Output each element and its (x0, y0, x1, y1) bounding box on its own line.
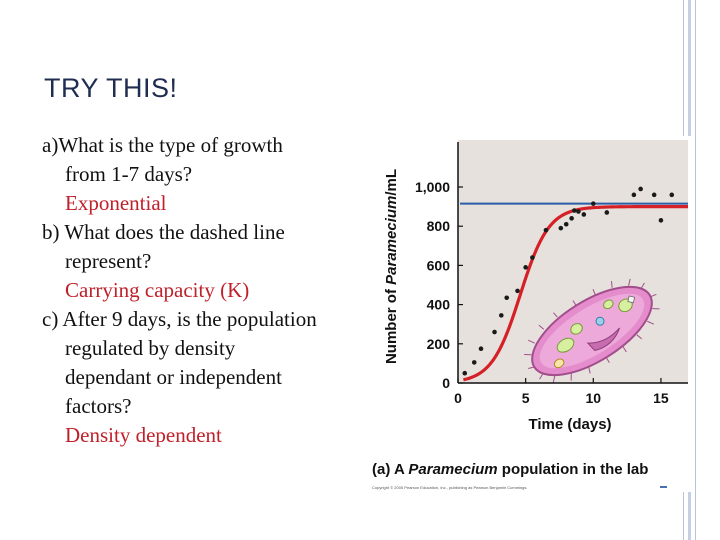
data-point (558, 225, 564, 231)
caption-prefix: (a) A (372, 461, 409, 478)
question-a-line-2: from 1-7 days? (65, 162, 193, 186)
data-point (658, 218, 664, 223)
question-c-line-3: dependant or independent (65, 365, 282, 389)
y-axis-label-italic: Paramecium (383, 196, 400, 285)
slide-border-line-3 (695, 0, 696, 540)
question-c-line-1: c) After 9 days, is the population (42, 307, 317, 331)
data-point (590, 201, 596, 206)
data-point (515, 288, 520, 294)
data-point (492, 329, 497, 335)
data-point (498, 313, 504, 318)
x-tick-label: 5 (522, 390, 530, 406)
population-growth-chart: 0 200 400 600 800 1,000 0 5 10 15 Time (days) Numbe… (383, 140, 688, 433)
x-axis-label: Time (days) (528, 416, 611, 433)
data-point (631, 192, 637, 198)
question-c-line-2: regulated by density (65, 336, 236, 360)
x-tick-label: 15 (653, 390, 669, 406)
data-point (651, 192, 657, 198)
answer-c: Density dependent (65, 423, 222, 447)
data-point (581, 212, 587, 217)
figure-caption: (a) A Paramecium population in the lab (372, 461, 648, 478)
population-figure: 0 200 400 600 800 1,000 0 5 10 15 Time (days) Numbe… (370, 136, 692, 492)
data-point (471, 360, 477, 365)
data-point (604, 210, 610, 215)
y-tick-label: 600 (427, 257, 451, 273)
question-c: c) After 9 days, is the population regul… (42, 305, 372, 450)
y-tick-label: 1,000 (415, 179, 450, 195)
data-point (572, 208, 577, 213)
data-point (569, 216, 574, 221)
data-point (523, 265, 528, 270)
question-b-line-1: b) What does the dashed line (42, 220, 285, 244)
slide-title: TRY THIS! (44, 73, 178, 103)
answer-b: Carrying capacity (K) (65, 278, 250, 302)
question-a-line-1: a)What is the type of growth (42, 133, 283, 157)
data-point (478, 346, 484, 351)
x-tick-label: 0 (454, 390, 462, 406)
y-tick-label: 800 (427, 218, 451, 234)
data-point (530, 255, 535, 260)
question-a: a)What is the type of growth from 1-7 da… (42, 131, 372, 218)
question-b: b) What does the dashed line represent? … (42, 218, 372, 305)
page-mark (660, 486, 667, 488)
question-list: a)What is the type of growth from 1-7 da… (42, 131, 372, 450)
data-point (669, 192, 675, 198)
question-c-line-4: factors? (65, 394, 132, 418)
y-axis-label: Number of Paramecium/mL (383, 169, 400, 364)
y-axis-label-suffix: /mL (383, 169, 400, 196)
data-point (543, 227, 549, 233)
data-point (638, 186, 643, 192)
data-point (576, 209, 581, 214)
y-tick-label: 0 (442, 375, 450, 391)
data-point (504, 295, 510, 301)
y-tick-label: 200 (427, 336, 451, 352)
caption-suffix: population in the lab (497, 461, 649, 478)
paramecium-illustration (524, 278, 660, 383)
x-tick-label: 10 (586, 390, 602, 406)
caption-italic: Paramecium (408, 461, 498, 478)
answer-a: Exponential (65, 191, 167, 215)
y-tick-label: 400 (427, 297, 451, 313)
question-b-line-2: represent? (65, 249, 152, 273)
data-point (462, 370, 468, 376)
data-point (563, 221, 569, 227)
y-axis-label-prefix: Number of (383, 285, 400, 364)
figure-copyright: Copyright © 2005 Pearson Education, Inc.… (372, 485, 528, 490)
